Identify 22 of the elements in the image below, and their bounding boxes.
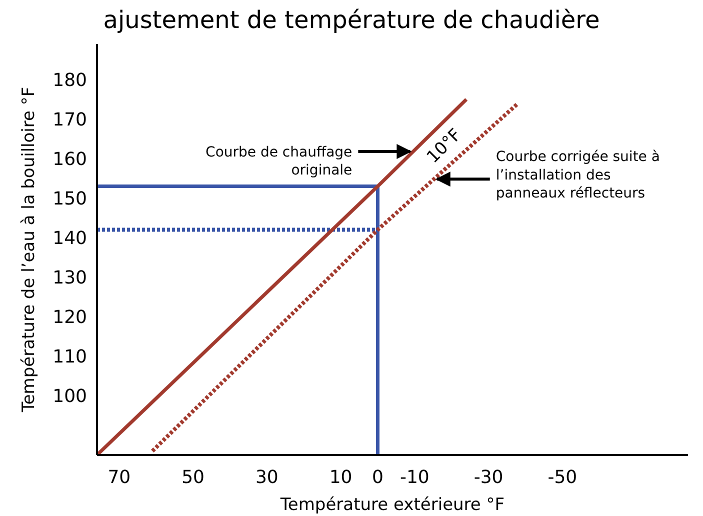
y-axis-title: Température de l’eau à la bouilloire °F (19, 86, 39, 414)
x-tick-label: 0 (372, 467, 384, 488)
y-tick-label: 180 (52, 70, 87, 91)
x-tick-label: 10 (329, 467, 352, 488)
x-tick-label: 50 (182, 467, 204, 488)
chart-title: ajustement de température de chaudière (103, 6, 600, 34)
x-tick-label: 70 (108, 467, 131, 488)
x-tick-label: -30 (474, 467, 504, 488)
y-tick-label: 170 (52, 109, 87, 130)
x-tick-label: -50 (548, 467, 578, 488)
y-tick-label: 150 (52, 188, 87, 210)
y-tick-label: 100 (52, 386, 87, 408)
x-axis-title: Température extérieure °F (279, 495, 505, 515)
x-tick-label: -10 (400, 467, 430, 488)
y-tick-label: 160 (52, 148, 87, 170)
y-tick-label: 110 (52, 346, 87, 368)
annotation: Courbe corrigée suite à l’installation des panneaux réflecteurs (496, 149, 660, 202)
annotation: Courbe de chauffage originale (206, 144, 352, 179)
x-tick-label: 30 (255, 467, 278, 488)
y-tick-label: 120 (52, 306, 87, 328)
y-tick-label: 140 (52, 228, 87, 249)
y-tick-label: 130 (52, 267, 87, 288)
